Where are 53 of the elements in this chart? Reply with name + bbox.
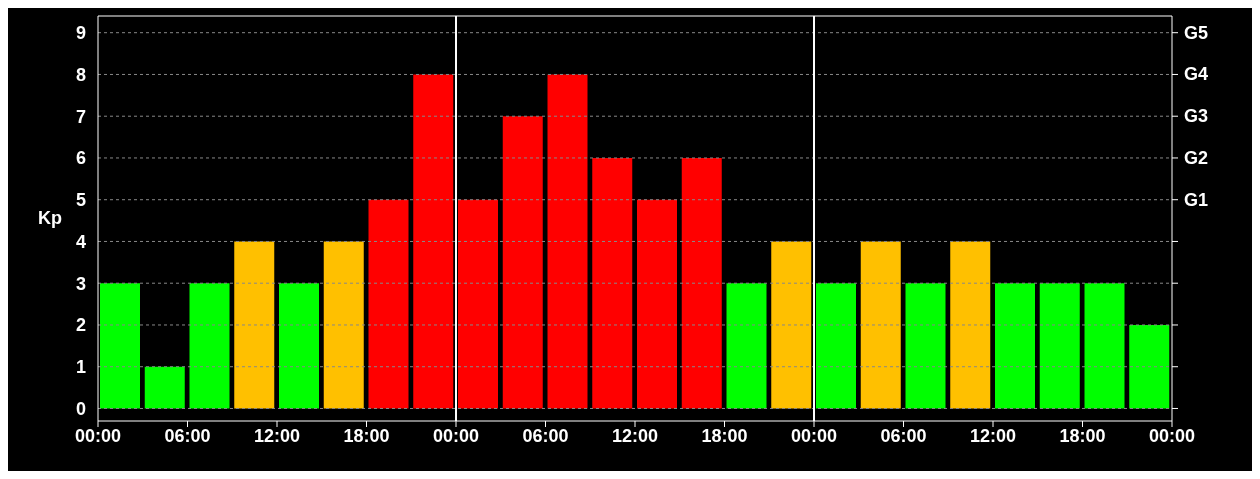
x-tick-label: 12:00	[611, 425, 659, 446]
y-tick-label: 5	[75, 190, 86, 211]
text: G3	[1184, 106, 1209, 127]
y-tick-label: 2	[75, 315, 86, 336]
y-tick-label: 7	[75, 106, 86, 127]
bar	[100, 283, 140, 409]
text: G1	[1184, 189, 1209, 210]
bar	[279, 283, 319, 409]
x-tick-label: 00:00	[432, 425, 480, 446]
x-tick-label: 06:00	[164, 425, 211, 446]
y-tick-label: 9	[75, 23, 86, 44]
bar	[413, 74, 454, 409]
x-tick-label: 00:00	[1148, 425, 1196, 446]
x-tick-label: 12:00	[253, 425, 301, 446]
x-tick-label: 18:00	[343, 425, 390, 446]
x-tick-label: 00:00	[790, 425, 838, 446]
bar	[234, 241, 275, 409]
bar	[323, 241, 364, 409]
x-tick-label: 06:00	[880, 425, 927, 446]
text: G4	[1184, 64, 1209, 85]
bar	[637, 199, 677, 409]
bar	[995, 283, 1035, 409]
x-tick-label: 12:00	[969, 425, 1017, 446]
y-tick-label: 4	[75, 231, 86, 252]
bar	[1039, 283, 1080, 409]
bar	[816, 283, 856, 409]
x-tick-label: 06:00	[522, 425, 569, 446]
bar	[1084, 283, 1125, 409]
y-tick-label: 1	[75, 357, 86, 378]
bar	[950, 241, 991, 409]
y-tick-label: 6	[75, 148, 86, 169]
text: G2	[1184, 147, 1209, 168]
bar	[681, 157, 722, 409]
bar	[189, 283, 230, 409]
bar	[368, 199, 409, 409]
x-tick-label: 00:00	[74, 425, 122, 446]
text: G5	[1184, 22, 1209, 43]
bar	[144, 366, 185, 409]
bar	[458, 199, 498, 409]
x-tick-label: 18:00	[701, 425, 748, 446]
bar	[771, 241, 812, 409]
bar	[502, 116, 543, 409]
bar	[1129, 324, 1170, 409]
y-tick-label: 0	[75, 398, 86, 419]
bar	[905, 283, 946, 409]
y-tick-label: 8	[75, 64, 86, 85]
y-tick-label: 3	[75, 273, 86, 294]
y-axis-title: Kp	[38, 208, 62, 229]
bar	[592, 157, 633, 409]
bar	[547, 74, 588, 409]
bar	[860, 241, 901, 409]
bar	[726, 283, 767, 409]
x-tick-label: 18:00	[1059, 425, 1106, 446]
